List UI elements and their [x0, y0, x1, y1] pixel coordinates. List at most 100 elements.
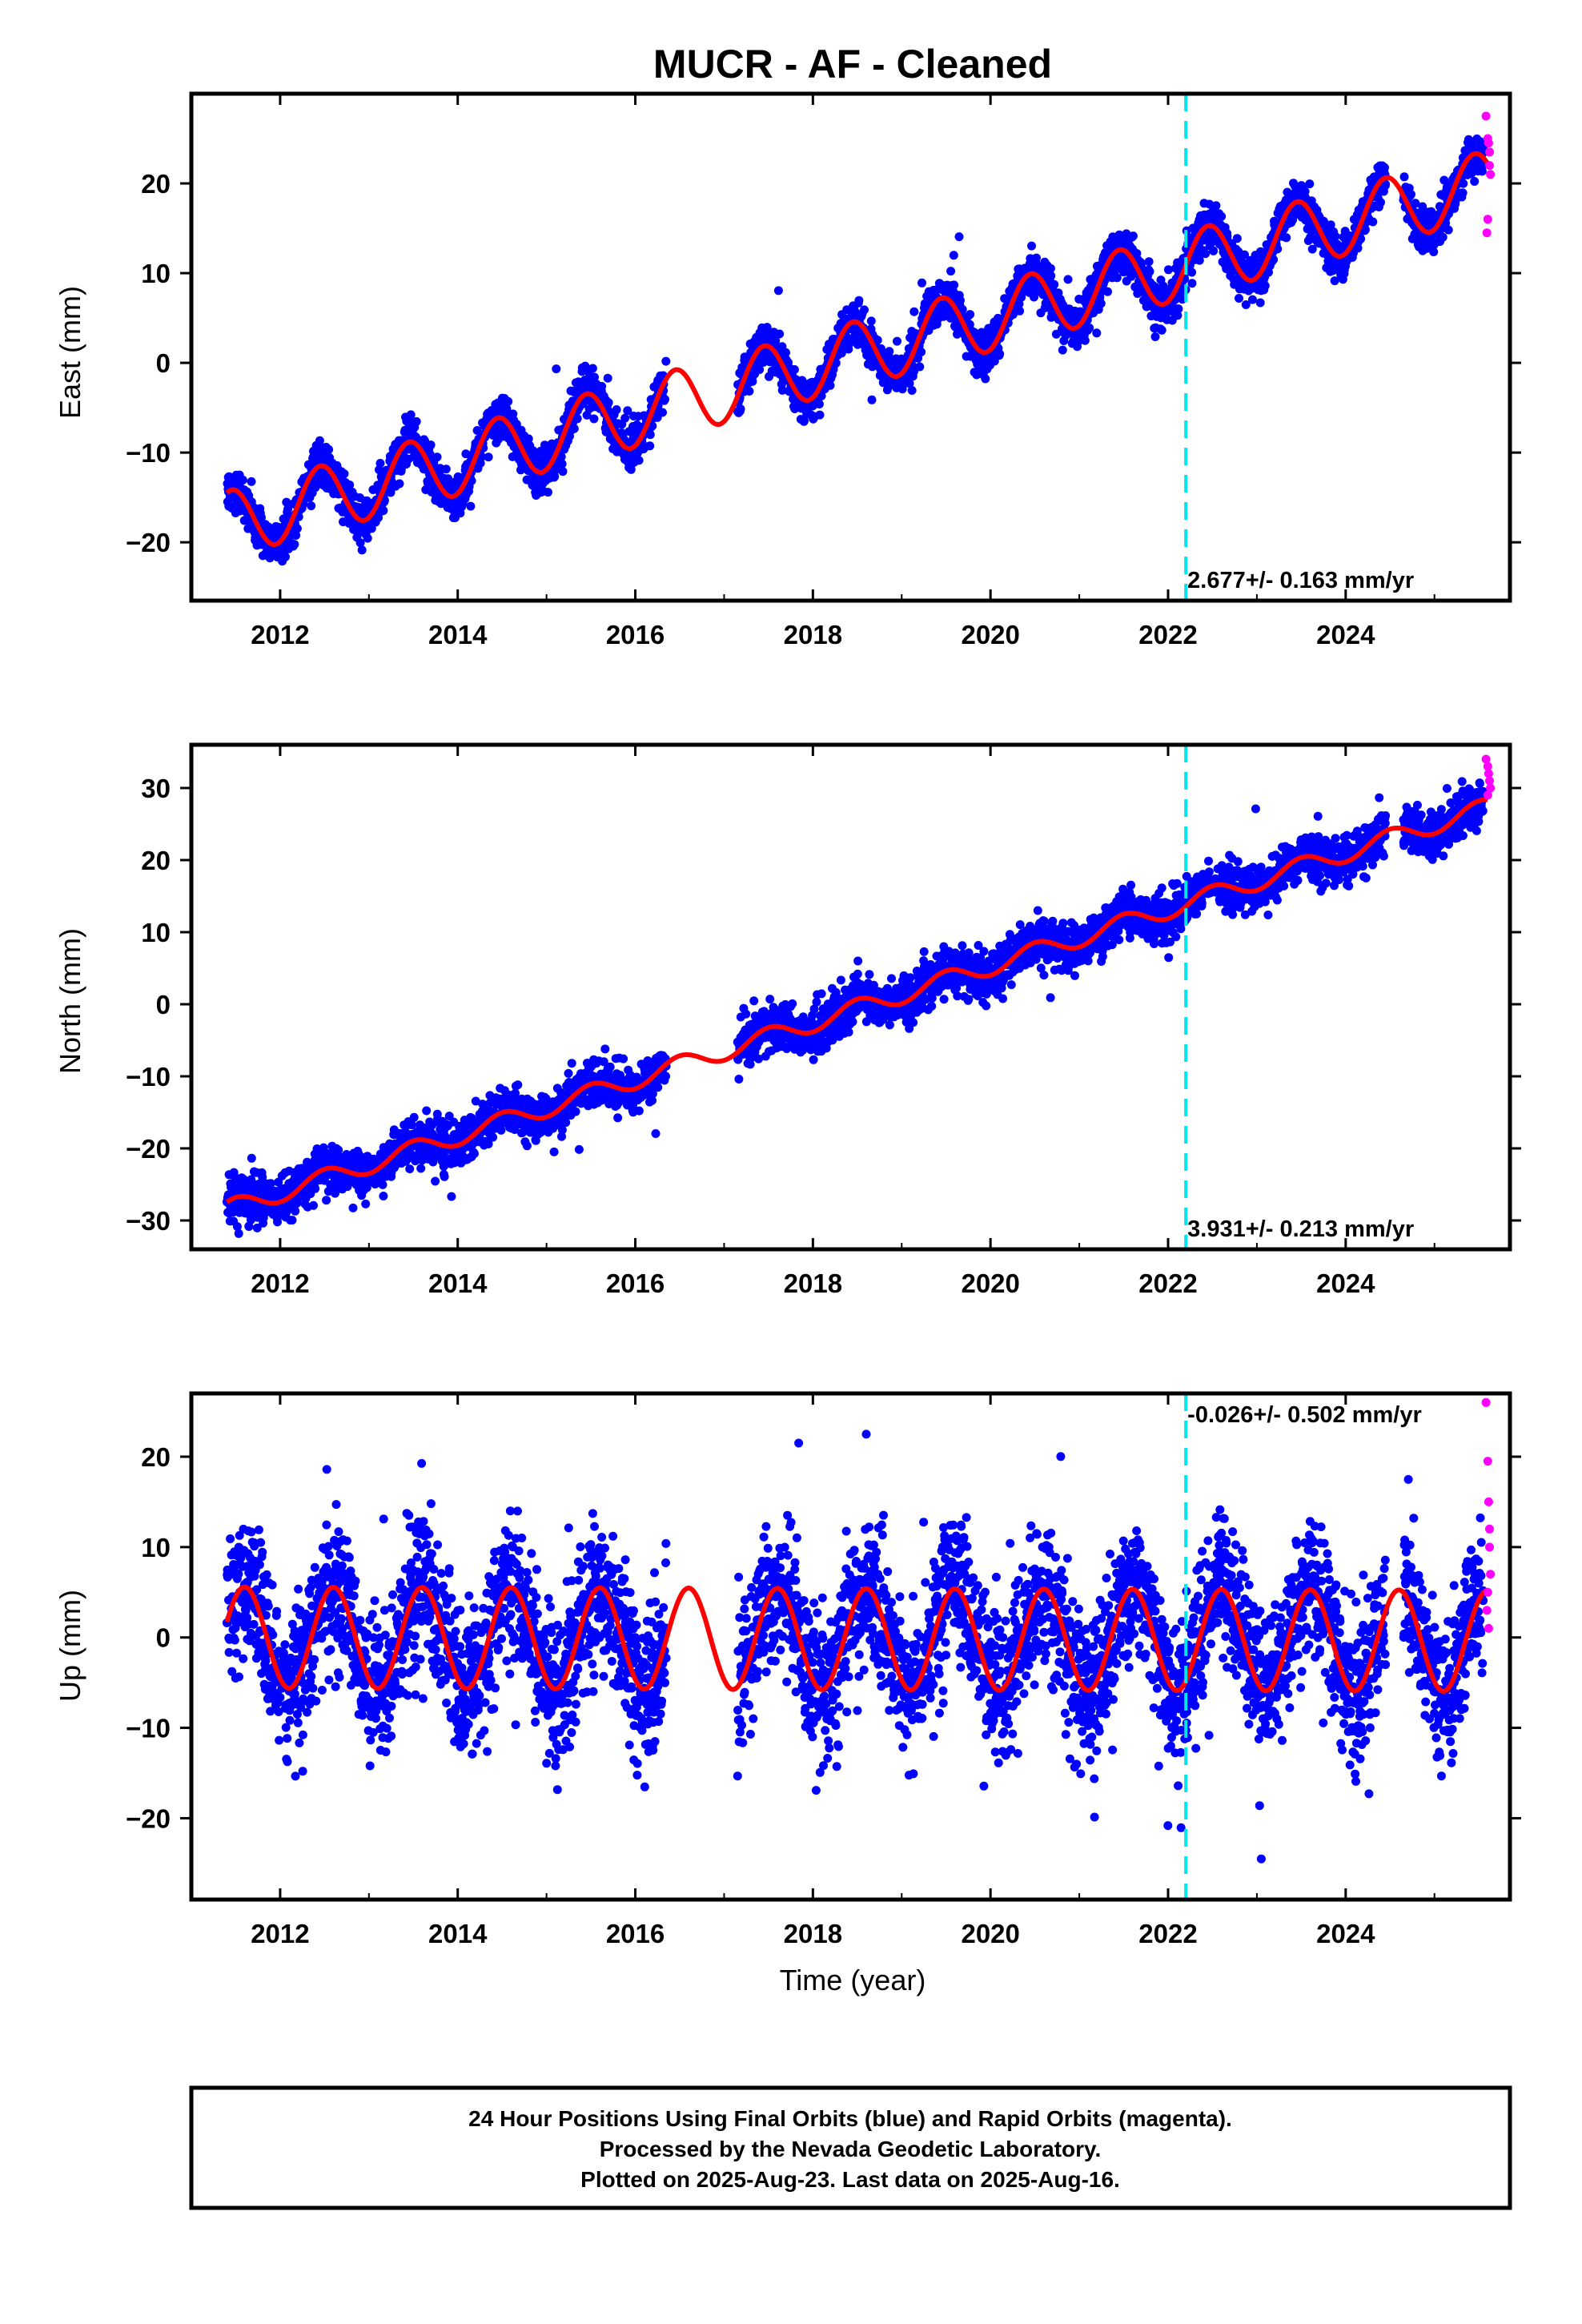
east-final-orbit-point [1459, 179, 1468, 188]
east-final-orbit-point [406, 410, 416, 420]
east-final-orbit-point [339, 469, 349, 479]
east-final-orbit-point [324, 444, 334, 454]
east-final-orbit-point [556, 452, 566, 461]
east-final-orbit-point [1187, 267, 1197, 277]
east-final-orbit-point [736, 404, 745, 414]
east-final-orbit-point [604, 398, 613, 408]
east-final-orbit-point [412, 416, 421, 426]
east-final-orbit-point [866, 316, 876, 326]
east-final-orbit-point [789, 365, 799, 374]
east-y-tick-label: 20 [141, 169, 171, 199]
east-final-orbit-point [825, 380, 835, 390]
north-final-orbit-point [379, 1192, 388, 1200]
east-final-orbit-point [524, 434, 533, 444]
east-final-orbit-point [1438, 232, 1447, 242]
north-final-orbit-point [266, 1179, 275, 1188]
east-final-orbit-point [755, 365, 765, 374]
east-final-orbit-point [1092, 328, 1102, 338]
east-final-orbit-point [1470, 177, 1480, 186]
east-final-orbit-point [645, 430, 655, 440]
east-final-orbit-point [1096, 299, 1106, 308]
north-final-orbit-point [334, 1145, 343, 1155]
east-final-orbit-point [290, 540, 299, 549]
east-final-orbit-point [860, 305, 869, 315]
east-x-tick-label: 2022 [1138, 620, 1197, 649]
east-final-orbit-point [569, 424, 579, 433]
east-final-orbit-point [1307, 244, 1317, 254]
east-final-orbit-point [572, 414, 582, 424]
east-final-orbit-point [1027, 241, 1036, 251]
east-x-tick-label: 2020 [961, 620, 1019, 649]
east-final-orbit-point [1201, 249, 1211, 259]
east-final-orbit-point [817, 391, 826, 400]
east-final-orbit-point [661, 356, 671, 366]
north-final-orbit-point [311, 1184, 320, 1193]
north-final-orbit-point [234, 1228, 243, 1238]
north-final-orbit-point [309, 1200, 318, 1210]
east-final-orbit-point [966, 310, 975, 320]
east-final-orbit-point [946, 267, 956, 276]
east-final-orbit-point [466, 501, 476, 511]
east-rapid-orbit-point [1484, 139, 1493, 148]
east-final-orbit-point [1211, 201, 1221, 211]
east-final-orbit-point [484, 452, 493, 462]
chart-title: MUCR - AF - Cleaned [653, 42, 1052, 86]
east-final-orbit-point [950, 280, 959, 290]
east-final-orbit-point [1368, 217, 1378, 227]
east-final-orbit-point [1080, 336, 1090, 345]
east-final-orbit-point [1209, 246, 1219, 255]
east-final-orbit-point [557, 459, 567, 468]
east-final-orbit-point [949, 251, 958, 260]
north-final-orbit-point [348, 1203, 358, 1212]
east-final-orbit-point [854, 296, 864, 305]
east-final-orbit-point [512, 420, 521, 429]
east-final-orbit-point [771, 336, 781, 345]
east-final-orbit-point [1305, 179, 1315, 189]
east-final-orbit-point [658, 408, 667, 417]
east-final-orbit-point [1103, 287, 1112, 296]
east-final-orbit-point [552, 364, 561, 374]
north-final-orbit-point [361, 1199, 371, 1208]
east-final-orbit-point [814, 400, 824, 409]
east-final-orbit-point [1376, 198, 1385, 207]
east-final-orbit-point [528, 446, 538, 456]
east-final-orbit-point [775, 329, 785, 339]
east-final-orbit-point [1015, 306, 1025, 316]
north-y-axis-label: North (mm) [54, 928, 86, 1074]
north-final-orbit-point [378, 1180, 387, 1189]
east-final-orbit-point [661, 395, 669, 404]
east-final-orbit-point [954, 232, 964, 242]
east-final-orbit-point [432, 452, 442, 462]
east-plot-area [223, 111, 1496, 566]
east-final-orbit-point [1157, 325, 1166, 335]
north-plot-area [222, 754, 1496, 1238]
east-final-orbit-point [1145, 267, 1154, 276]
east-y-tick-label: −20 [126, 528, 171, 557]
east-final-orbit-point [589, 414, 599, 424]
east-final-orbit-point [238, 475, 247, 485]
east-final-orbit-point [282, 497, 291, 507]
east-final-orbit-points [223, 134, 1488, 566]
east-rapid-orbit-point [1485, 161, 1494, 171]
north-final-orbit-point [405, 1164, 415, 1174]
east-rapid-orbit-point [1486, 170, 1496, 179]
east-final-orbit-point [504, 396, 513, 406]
east-final-orbit-point [247, 476, 256, 486]
east-final-orbit-point [1407, 190, 1415, 199]
east-final-orbit-point [588, 364, 597, 373]
east-final-orbit-point [1477, 167, 1487, 176]
east-rapid-orbit-point [1482, 228, 1492, 238]
east-final-orbit-point [1163, 265, 1173, 275]
east-x-tick-label: 2024 [1316, 620, 1375, 649]
east-final-orbit-point [745, 387, 754, 396]
east-final-orbit-point [426, 440, 436, 450]
east-final-orbit-point [917, 348, 926, 356]
east-final-orbit-point [626, 464, 636, 474]
east-final-orbit-point [590, 372, 599, 382]
north-panel: North (mm) 2012 2014 2016 2018 2020 2022 2024−… [54, 742, 1521, 1298]
east-final-orbit-point [345, 480, 355, 489]
east-y-axis-label: East (mm) [54, 286, 86, 419]
east-y-tick-label: −10 [126, 438, 171, 468]
east-y-tick-label: 10 [141, 259, 171, 288]
